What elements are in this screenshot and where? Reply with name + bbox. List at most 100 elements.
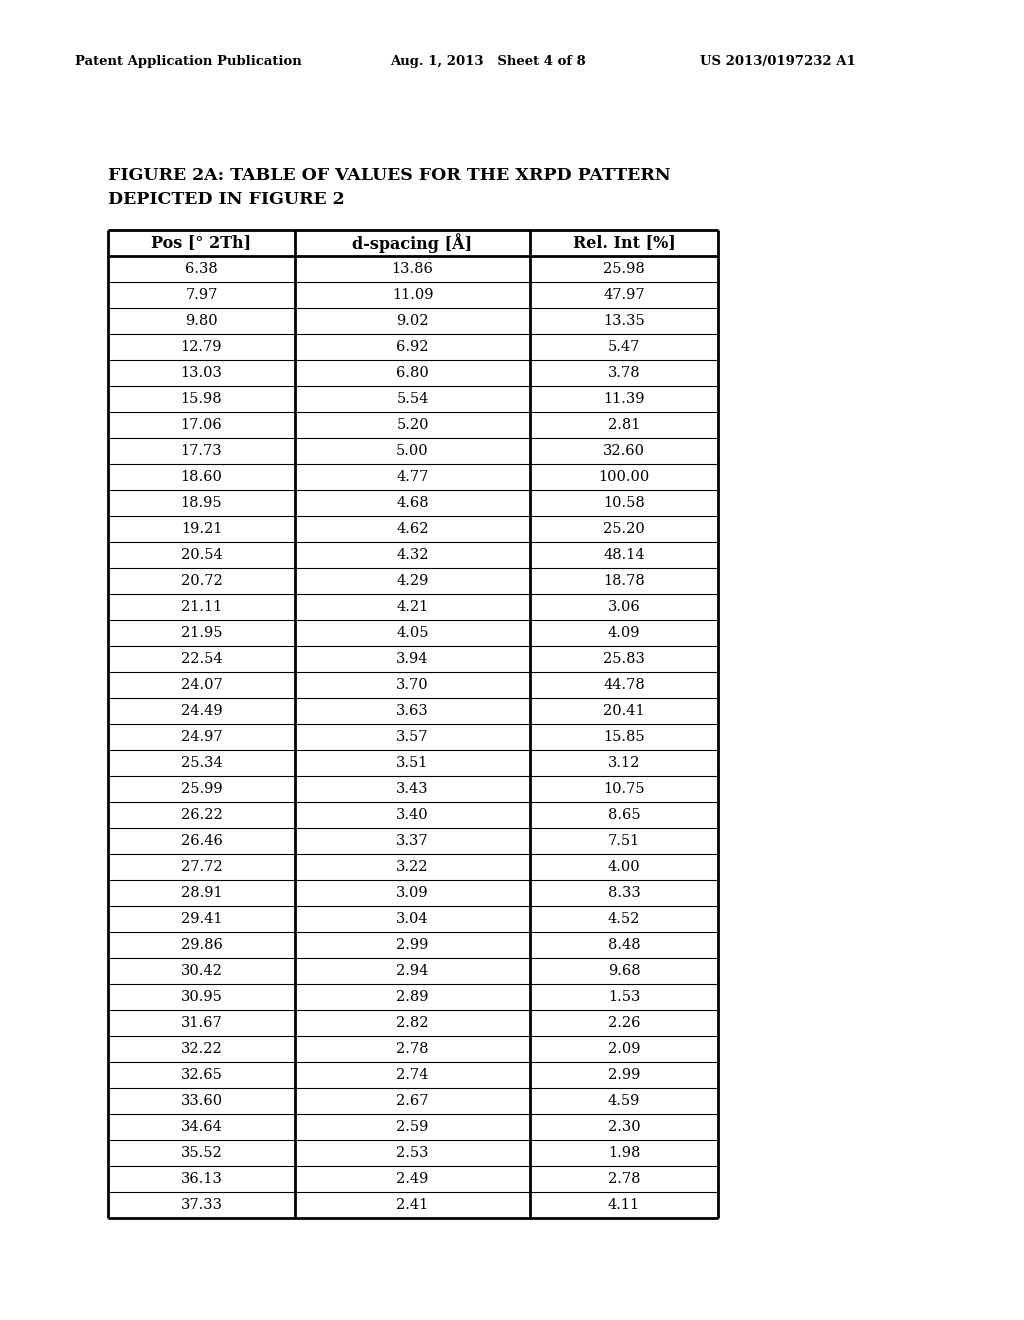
Text: 2.99: 2.99 (608, 1068, 640, 1082)
Text: 8.48: 8.48 (607, 939, 640, 952)
Text: 2.78: 2.78 (608, 1172, 640, 1185)
Text: 2.81: 2.81 (608, 418, 640, 432)
Text: 37.33: 37.33 (180, 1199, 222, 1212)
Text: 3.06: 3.06 (607, 601, 640, 614)
Text: 12.79: 12.79 (181, 341, 222, 354)
Text: 4.09: 4.09 (608, 626, 640, 640)
Text: 6.80: 6.80 (396, 366, 429, 380)
Text: 4.29: 4.29 (396, 574, 429, 587)
Text: 3.70: 3.70 (396, 678, 429, 692)
Text: 2.89: 2.89 (396, 990, 429, 1005)
Text: 33.60: 33.60 (180, 1094, 222, 1107)
Text: 34.64: 34.64 (180, 1119, 222, 1134)
Text: 28.91: 28.91 (180, 886, 222, 900)
Text: 44.78: 44.78 (603, 678, 645, 692)
Text: 25.98: 25.98 (603, 261, 645, 276)
Text: 3.57: 3.57 (396, 730, 429, 744)
Text: 24.07: 24.07 (180, 678, 222, 692)
Text: 21.11: 21.11 (181, 601, 222, 614)
Text: 7.97: 7.97 (185, 288, 218, 302)
Text: 8.65: 8.65 (607, 808, 640, 822)
Text: 25.83: 25.83 (603, 652, 645, 667)
Text: 2.99: 2.99 (396, 939, 429, 952)
Text: Aug. 1, 2013   Sheet 4 of 8: Aug. 1, 2013 Sheet 4 of 8 (390, 55, 586, 69)
Text: 3.63: 3.63 (396, 704, 429, 718)
Text: 2.49: 2.49 (396, 1172, 429, 1185)
Text: 3.09: 3.09 (396, 886, 429, 900)
Text: 4.05: 4.05 (396, 626, 429, 640)
Text: 26.46: 26.46 (180, 834, 222, 847)
Text: 2.53: 2.53 (396, 1146, 429, 1160)
Text: 3.40: 3.40 (396, 808, 429, 822)
Text: 10.75: 10.75 (603, 781, 645, 796)
Text: 13.03: 13.03 (180, 366, 222, 380)
Text: 15.85: 15.85 (603, 730, 645, 744)
Text: 4.32: 4.32 (396, 548, 429, 562)
Text: 2.78: 2.78 (396, 1041, 429, 1056)
Text: Pos [° 2Th]: Pos [° 2Th] (152, 235, 252, 252)
Text: 2.59: 2.59 (396, 1119, 429, 1134)
Text: 20.41: 20.41 (603, 704, 645, 718)
Text: 2.26: 2.26 (608, 1016, 640, 1030)
Text: 4.62: 4.62 (396, 521, 429, 536)
Text: 10.58: 10.58 (603, 496, 645, 510)
Text: 47.97: 47.97 (603, 288, 645, 302)
Text: 24.97: 24.97 (180, 730, 222, 744)
Text: US 2013/0197232 A1: US 2013/0197232 A1 (700, 55, 856, 69)
Text: 4.68: 4.68 (396, 496, 429, 510)
Text: 4.11: 4.11 (608, 1199, 640, 1212)
Text: 25.34: 25.34 (180, 756, 222, 770)
Text: 11.09: 11.09 (392, 288, 433, 302)
Text: 35.52: 35.52 (180, 1146, 222, 1160)
Text: 1.53: 1.53 (608, 990, 640, 1005)
Text: 2.30: 2.30 (607, 1119, 640, 1134)
Text: 4.52: 4.52 (608, 912, 640, 927)
Text: 25.99: 25.99 (180, 781, 222, 796)
Text: 30.95: 30.95 (180, 990, 222, 1005)
Text: 22.54: 22.54 (180, 652, 222, 667)
Text: 24.49: 24.49 (180, 704, 222, 718)
Text: 32.22: 32.22 (180, 1041, 222, 1056)
Text: 13.86: 13.86 (391, 261, 433, 276)
Text: 9.68: 9.68 (607, 964, 640, 978)
Text: 9.02: 9.02 (396, 314, 429, 327)
Text: 18.60: 18.60 (180, 470, 222, 484)
Text: 100.00: 100.00 (598, 470, 649, 484)
Text: 32.60: 32.60 (603, 444, 645, 458)
Text: 11.39: 11.39 (603, 392, 645, 407)
Text: 15.98: 15.98 (180, 392, 222, 407)
Text: 6.92: 6.92 (396, 341, 429, 354)
Text: Rel. Int [%]: Rel. Int [%] (572, 235, 676, 252)
Text: 30.42: 30.42 (180, 964, 222, 978)
Text: 9.80: 9.80 (185, 314, 218, 327)
Text: 3.12: 3.12 (608, 756, 640, 770)
Text: 3.94: 3.94 (396, 652, 429, 667)
Text: 20.54: 20.54 (180, 548, 222, 562)
Text: 18.78: 18.78 (603, 574, 645, 587)
Text: 5.00: 5.00 (396, 444, 429, 458)
Text: 3.51: 3.51 (396, 756, 429, 770)
Text: 18.95: 18.95 (180, 496, 222, 510)
Text: DEPICTED IN FIGURE 2: DEPICTED IN FIGURE 2 (108, 191, 345, 209)
Text: 20.72: 20.72 (180, 574, 222, 587)
Text: 25.20: 25.20 (603, 521, 645, 536)
Text: 3.04: 3.04 (396, 912, 429, 927)
Text: 2.94: 2.94 (396, 964, 429, 978)
Text: 2.09: 2.09 (608, 1041, 640, 1056)
Text: 32.65: 32.65 (180, 1068, 222, 1082)
Text: 4.21: 4.21 (396, 601, 429, 614)
Text: 5.47: 5.47 (608, 341, 640, 354)
Text: 36.13: 36.13 (180, 1172, 222, 1185)
Text: 29.86: 29.86 (180, 939, 222, 952)
Text: 2.82: 2.82 (396, 1016, 429, 1030)
Text: 5.54: 5.54 (396, 392, 429, 407)
Text: Patent Application Publication: Patent Application Publication (75, 55, 302, 69)
Text: 2.67: 2.67 (396, 1094, 429, 1107)
Text: 1.98: 1.98 (608, 1146, 640, 1160)
Text: 3.43: 3.43 (396, 781, 429, 796)
Text: 6.38: 6.38 (185, 261, 218, 276)
Text: 26.22: 26.22 (180, 808, 222, 822)
Text: 3.37: 3.37 (396, 834, 429, 847)
Text: 27.72: 27.72 (180, 861, 222, 874)
Text: 8.33: 8.33 (607, 886, 640, 900)
